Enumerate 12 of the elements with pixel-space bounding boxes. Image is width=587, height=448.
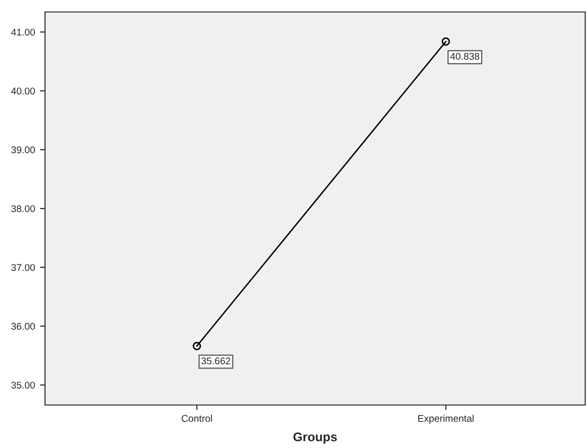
y-tick-label: 39.00 <box>11 146 35 154</box>
y-tick-label: 36.00 <box>11 322 35 330</box>
x-axis-title: Groups <box>293 432 337 444</box>
data-label: 40.838 <box>450 52 480 60</box>
y-tick-label: 41.00 <box>11 28 35 36</box>
data-label: 35.662 <box>201 357 230 364</box>
y-tick-label: 35.00 <box>11 382 35 389</box>
y-tick-label: 38.00 <box>11 205 35 212</box>
y-tick-label: 40.00 <box>11 88 35 94</box>
x-tick-label: Control <box>182 414 212 422</box>
y-tick-label: 37.00 <box>11 264 35 271</box>
x-tick-label: Experimental <box>418 414 474 424</box>
